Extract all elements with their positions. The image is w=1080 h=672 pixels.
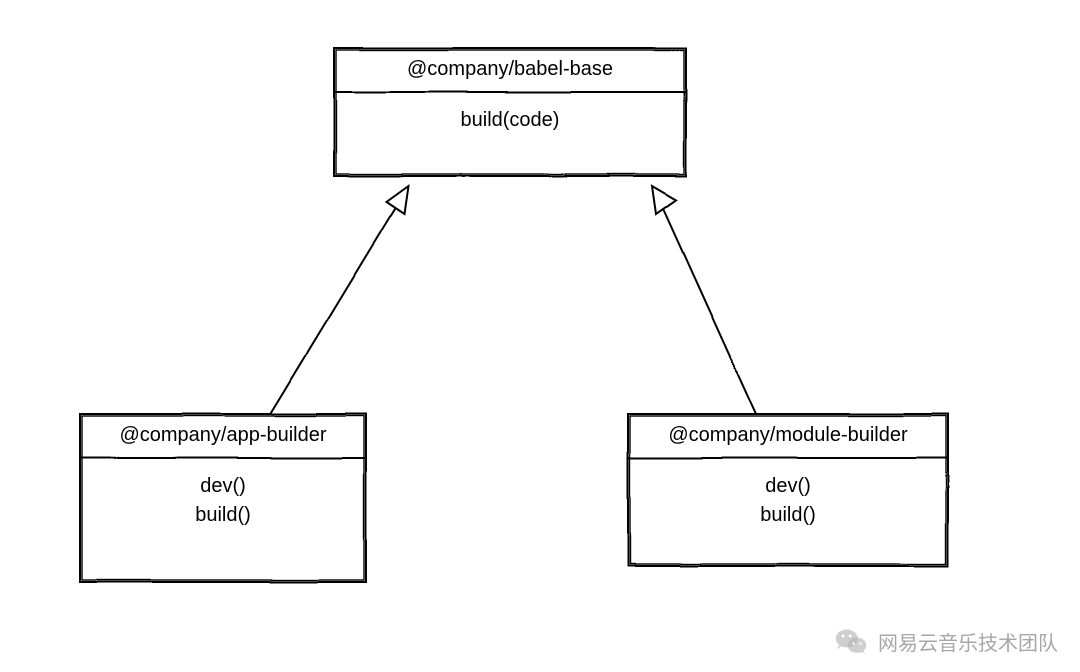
- node-app: @company/app-builder dev() build(): [80, 414, 366, 549]
- node-app-title: @company/app-builder: [80, 414, 366, 455]
- edge-app-to-base: [270, 186, 408, 414]
- node-module-body: dev() build(): [628, 455, 948, 549]
- node-base-body: build(code): [334, 89, 686, 154]
- watermark-text: 网易云音乐技术团队: [878, 627, 1058, 656]
- node-app-method-0: dev(): [98, 475, 348, 498]
- node-module-title: @company/module-builder: [628, 414, 948, 455]
- edge-module-to-base: [652, 186, 756, 414]
- node-module-method-0: dev(): [646, 475, 930, 498]
- node-module-method-1: build(): [646, 504, 930, 527]
- node-base: @company/babel-base build(code): [334, 48, 686, 154]
- diagram-canvas: @company/babel-base build(code) @company…: [0, 0, 1080, 672]
- node-base-title: @company/babel-base: [334, 48, 686, 89]
- node-module: @company/module-builder dev() build(): [628, 414, 948, 549]
- node-app-method-1: build(): [98, 504, 348, 527]
- watermark: 网易云音乐技术团队: [834, 624, 1058, 658]
- node-app-body: dev() build(): [80, 455, 366, 549]
- wechat-icon: [834, 624, 868, 658]
- node-base-method-0: build(code): [352, 109, 668, 132]
